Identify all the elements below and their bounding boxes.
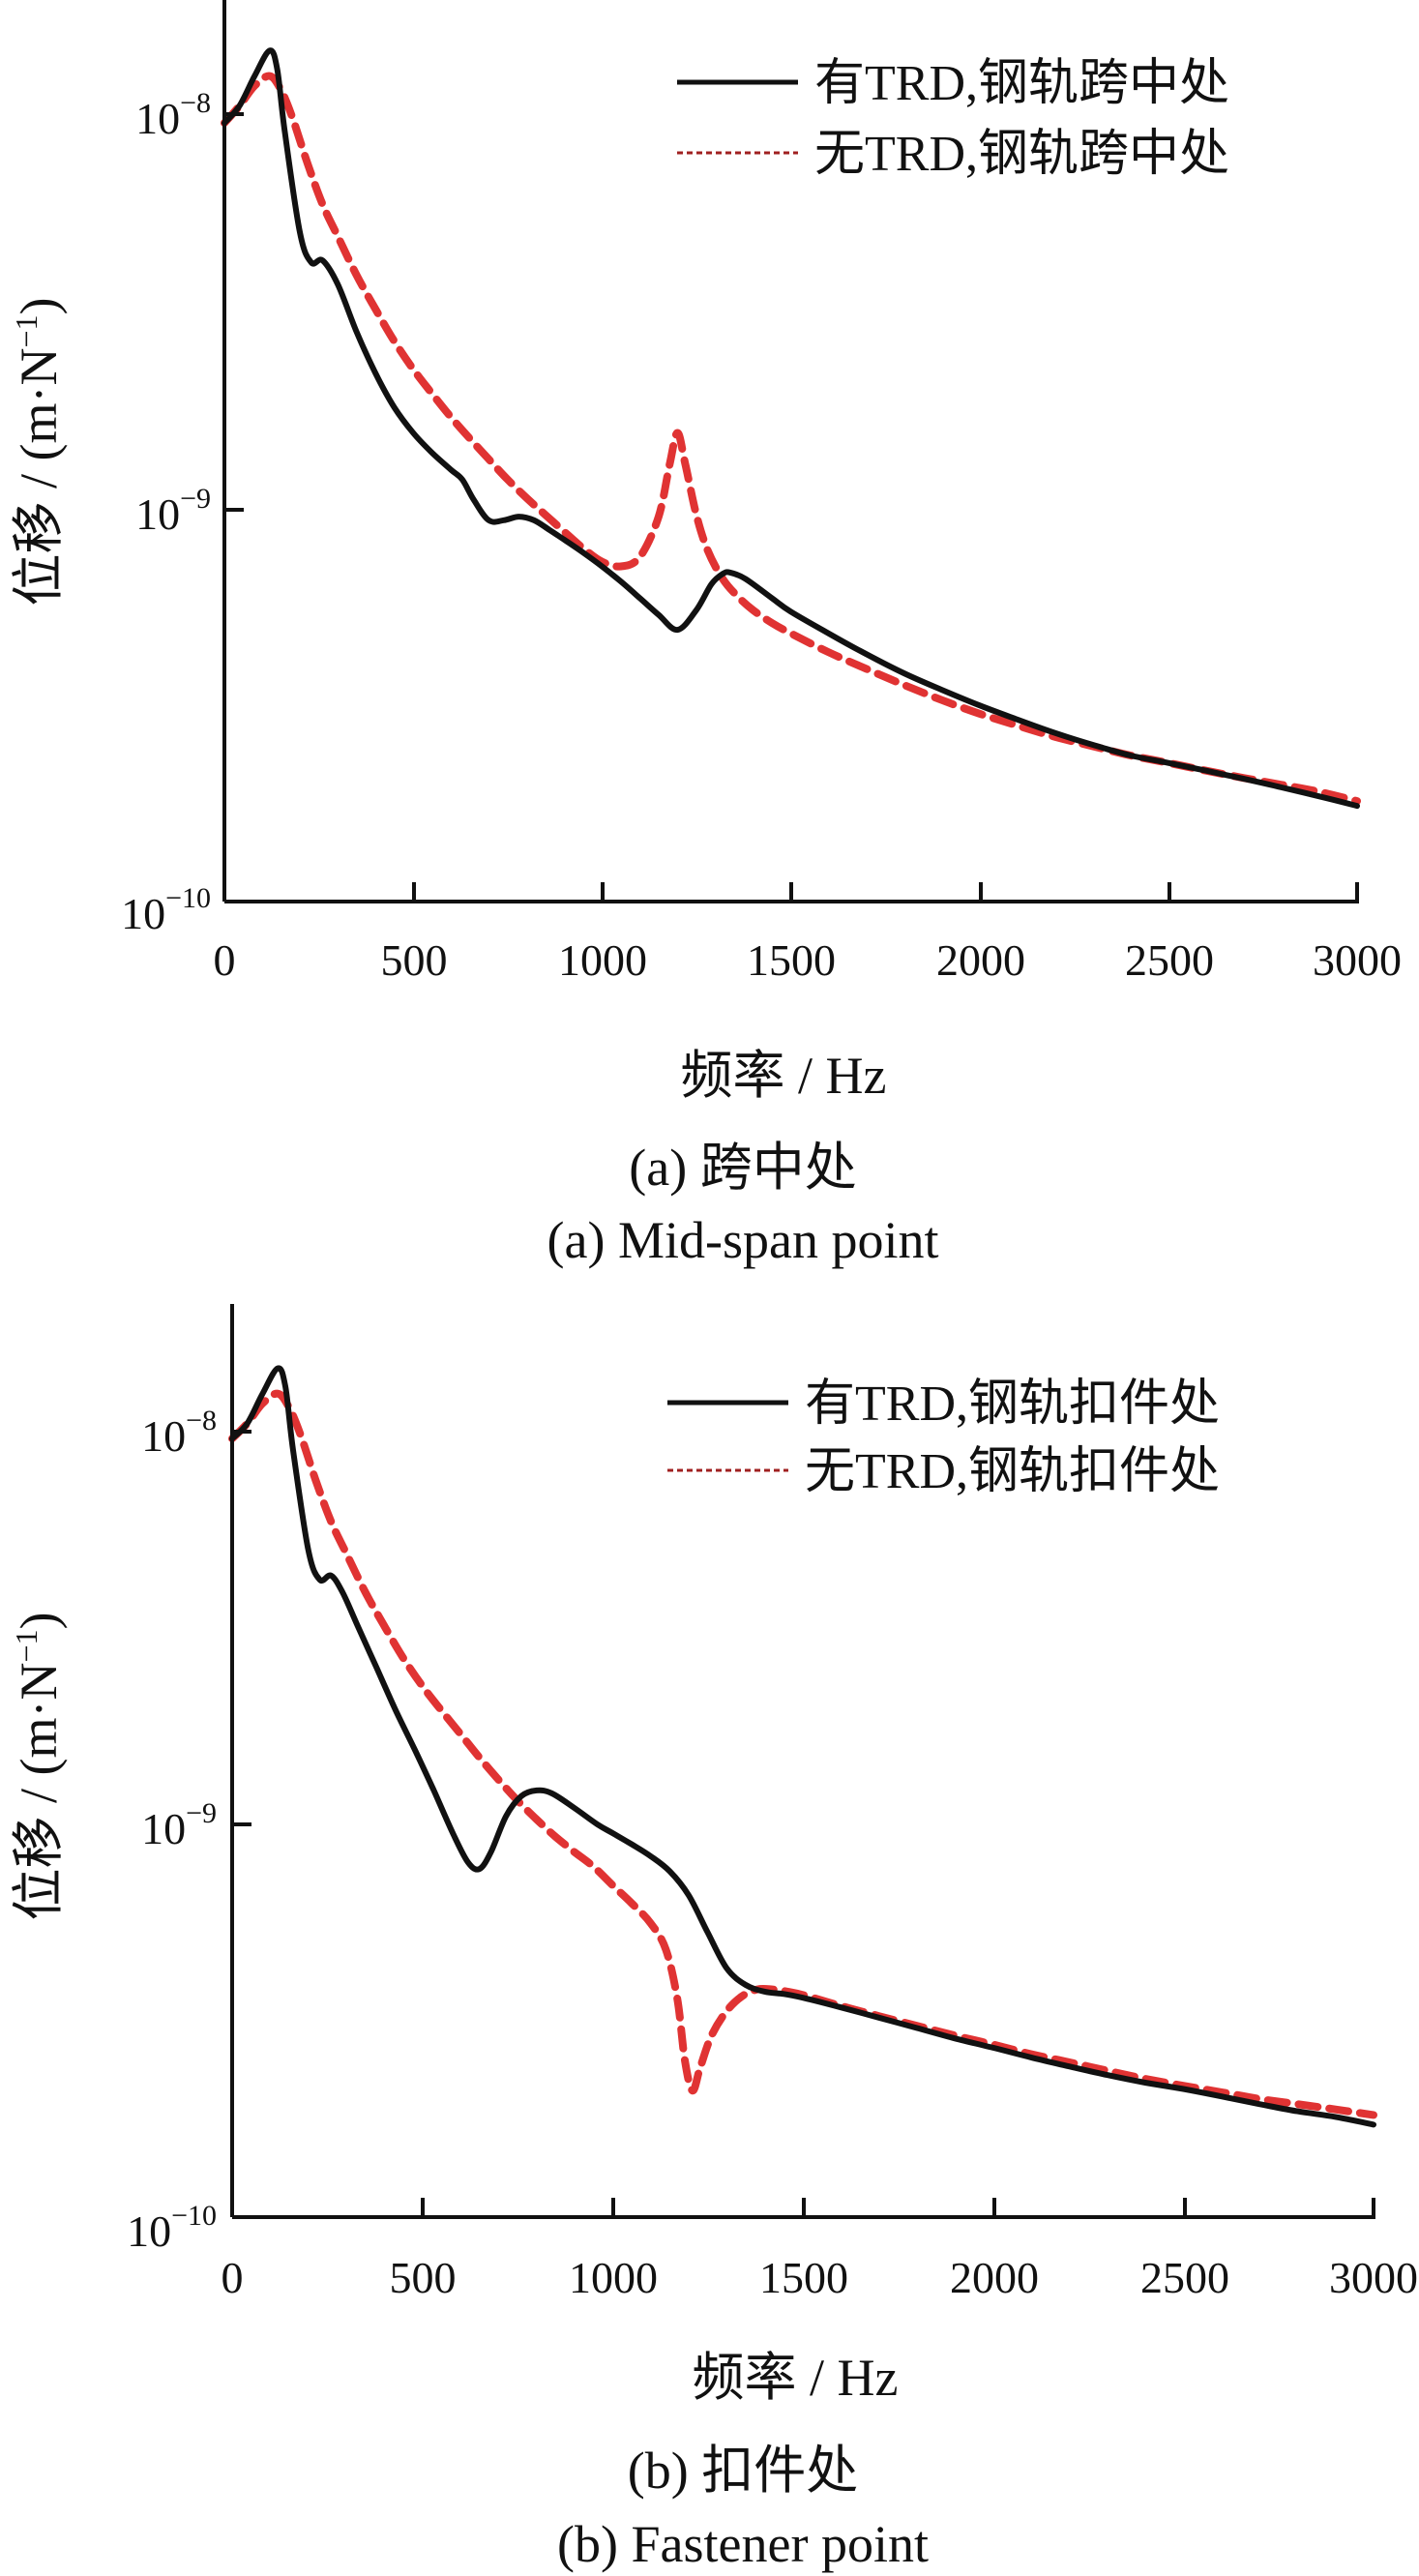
panel-a-ytick-label: 10−10 xyxy=(121,882,211,938)
panel-b-xtick-label: 2500 xyxy=(1140,2253,1229,2302)
panel-a-legend: 有TRD,钢轨跨中处 无TRD,钢轨跨中处 xyxy=(677,56,1229,182)
panel-a-plot-area xyxy=(221,47,1361,810)
panel-b-xtick-label: 3000 xyxy=(1329,2253,1418,2302)
panel-b-xtick-label: 500 xyxy=(390,2253,457,2302)
panel-b-caption-cn: (b) 扣件处 xyxy=(628,2442,858,2500)
panel-b-xtick-label: 2000 xyxy=(950,2253,1039,2302)
panel-a-caption-en: (a) Mid-span point xyxy=(547,1211,939,1269)
panel-a-xtick-label: 2000 xyxy=(936,935,1025,985)
panel-b: 10−8 10−9 10−10 0 500 1000 1500 2000 250… xyxy=(9,1304,1418,2573)
panel-a-y-ticks: 10−8 10−9 10−10 xyxy=(121,87,244,938)
panel-b-series-with-trd xyxy=(229,1365,1376,2128)
panel-b-plot-area xyxy=(228,1365,1377,2128)
panel-b-xtick-label: 1500 xyxy=(759,2253,848,2302)
panel-b-ytick-label: 10−10 xyxy=(127,2200,217,2256)
panel-a-xtick-label: 1000 xyxy=(558,935,647,985)
panel-b-series-without-trd xyxy=(228,1389,1377,2119)
panel-a-series-without-trd xyxy=(221,72,1361,806)
panel-b-x-ticks: 0 500 1000 1500 2000 2500 3000 xyxy=(222,2198,1418,2302)
panel-a-x-ticks: 0 500 1000 1500 2000 2500 3000 xyxy=(214,882,1402,985)
panel-b-caption-en: (b) Fastener point xyxy=(557,2515,929,2573)
panel-b-legend-label-dashed: 无TRD,钢轨扣件处 xyxy=(805,1444,1220,1499)
panel-a-x-axis-title: 频率 / Hz xyxy=(681,1047,887,1105)
panel-b-legend-label-solid: 有TRD,钢轨扣件处 xyxy=(805,1377,1220,1432)
panel-b-y-axis-title: 位移 / (m·N−1) xyxy=(9,1613,68,1921)
panel-b-y-ticks: 10−8 10−9 10−10 xyxy=(127,1405,251,2256)
panel-a-legend-label-dashed: 无TRD,钢轨跨中处 xyxy=(814,127,1229,182)
panel-a-xtick-label: 2500 xyxy=(1125,935,1214,985)
panel-b-xtick-label: 0 xyxy=(222,2253,244,2302)
panel-a-xtick-label: 3000 xyxy=(1313,935,1402,985)
panel-a-legend-label-solid: 有TRD,钢轨跨中处 xyxy=(814,56,1229,111)
panel-b-legend: 有TRD,钢轨扣件处 无TRD,钢轨扣件处 xyxy=(667,1377,1220,1499)
panel-a: 10−8 10−9 10−10 0 500 1000 1500 2000 250… xyxy=(9,0,1402,1269)
panel-a-xtick-label: 0 xyxy=(214,935,236,985)
panel-b-ytick-label: 10−8 xyxy=(141,1405,217,1461)
panel-a-xtick-label: 500 xyxy=(381,935,448,985)
panel-a-series-with-trd xyxy=(222,47,1360,810)
panel-b-xtick-label: 1000 xyxy=(569,2253,658,2302)
panel-b-x-axis-title: 频率 / Hz xyxy=(693,2349,899,2407)
panel-b-ytick-label: 10−9 xyxy=(141,1797,217,1853)
panel-a-xtick-label: 1500 xyxy=(747,935,836,985)
panel-a-ytick-label: 10−9 xyxy=(135,483,211,539)
panel-a-caption-cn: (a) 跨中处 xyxy=(629,1139,856,1197)
panel-a-y-axis-title: 位移 / (m·N−1) xyxy=(9,298,68,607)
panel-a-ytick-label: 10−8 xyxy=(135,87,211,143)
